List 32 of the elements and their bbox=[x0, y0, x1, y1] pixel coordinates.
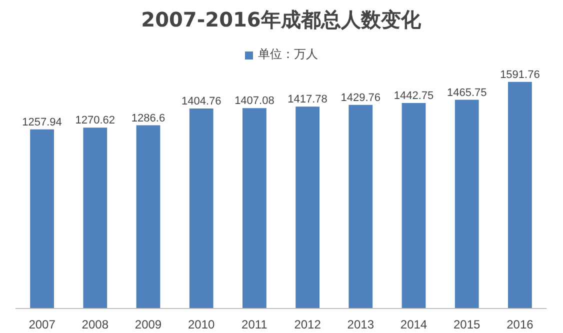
chart-title: 2007-2016年成都总人数变化 bbox=[141, 8, 422, 32]
data-label: 1417.78 bbox=[288, 94, 328, 106]
data-label: 1465.75 bbox=[446, 86, 487, 99]
bar bbox=[402, 103, 426, 308]
x-tick-label: 2008 bbox=[82, 318, 109, 332]
data-label: 1591.76 bbox=[500, 68, 540, 81]
bar bbox=[30, 129, 54, 308]
data-label: 1407.08 bbox=[234, 95, 274, 108]
bar bbox=[508, 82, 532, 308]
bar bbox=[454, 100, 479, 308]
data-label: 1286.6 bbox=[131, 112, 166, 124]
x-tick-label: 2009 bbox=[134, 318, 162, 332]
bar bbox=[189, 108, 214, 308]
data-label: 1404.76 bbox=[181, 95, 222, 108]
x-tick-label: 2013 bbox=[347, 318, 374, 332]
bar bbox=[296, 106, 320, 308]
bar bbox=[242, 108, 266, 308]
bar bbox=[136, 125, 160, 308]
x-tick-label: 2010 bbox=[188, 318, 216, 332]
data-label: 1270.62 bbox=[75, 114, 116, 127]
x-tick-label: 2014 bbox=[400, 318, 428, 332]
legend-label: 单位：万人 bbox=[258, 46, 318, 63]
bar bbox=[348, 104, 373, 308]
x-tick-label: 2007 bbox=[28, 318, 56, 332]
bar bbox=[83, 128, 108, 308]
x-tick-label: 2015 bbox=[454, 318, 481, 332]
data-label: 1257.94 bbox=[22, 116, 62, 128]
data-label: 1442.75 bbox=[394, 90, 434, 102]
x-tick-label: 2016 bbox=[506, 318, 534, 332]
x-tick-label: 2011 bbox=[242, 318, 268, 332]
data-label: 1429.76 bbox=[340, 92, 381, 104]
x-tick-label: 2012 bbox=[294, 318, 322, 332]
